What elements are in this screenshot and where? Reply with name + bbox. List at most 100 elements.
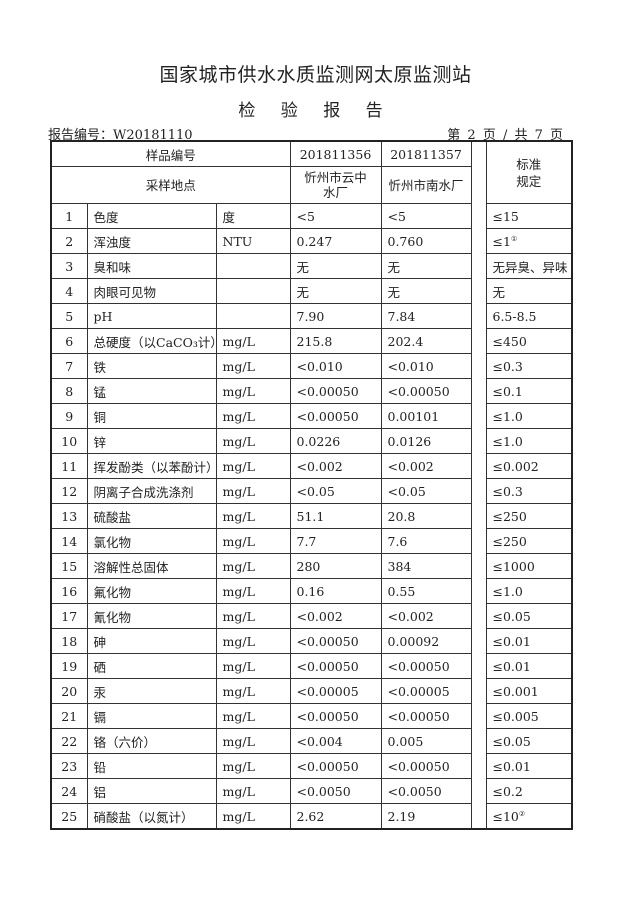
standard-value: ≤0.01 (485, 753, 573, 779)
sample-1-value: <0.05 (289, 478, 382, 504)
item-name: 硫酸盐 (86, 503, 217, 529)
unit: mg/L (215, 328, 291, 354)
standard-value: ≤250 (485, 528, 573, 554)
item-name: 汞 (86, 678, 217, 704)
unit (215, 278, 291, 304)
standard-value: ≤0.005 (485, 703, 573, 729)
item-name: 锰 (86, 378, 217, 404)
item-name: 浑浊度 (86, 228, 217, 254)
sample-2-value: 7.84 (380, 303, 472, 329)
sample-1-value: 无 (289, 253, 382, 279)
org-title: 国家城市供水水质监测网太原监测站 (159, 64, 472, 86)
item-name: 铬（六价） (86, 728, 217, 754)
item-name: 砷 (86, 628, 217, 654)
sample-id: 201811357 (380, 140, 472, 167)
sample-site-label: 采样地点 (50, 166, 291, 204)
row-number: 19 (50, 653, 88, 679)
row-number: 23 (50, 753, 88, 779)
standard-value: ≤0.01 (485, 653, 573, 679)
standard-value: ≤1000 (485, 553, 573, 579)
sample-1-value: <0.002 (289, 603, 382, 629)
sample-1-value: 7.90 (289, 303, 382, 329)
standard-value: ≤10② (485, 803, 573, 830)
sample-1-value: <5 (289, 203, 382, 229)
report-title: 检 验 报 告 (238, 101, 393, 121)
table-row: 1 色度度 <5 <5 ≤15 (50, 203, 573, 229)
unit: mg/L (215, 353, 291, 379)
row-number: 16 (50, 578, 88, 604)
sample-2-value: <0.00005 (380, 678, 472, 704)
table-row: 6 总硬度（以CaCO₃计） mg/L 215.8 202.4 ≤450 (50, 328, 573, 354)
table-row: 17 氰化物 mg/L <0.002 <0.002 ≤0.05 (50, 603, 573, 629)
sample-1-value: <0.004 (289, 728, 382, 754)
sample-1-value: <0.00050 (289, 653, 382, 679)
sample-1-value: <0.0050 (289, 778, 382, 804)
sample-1-value: 0.16 (289, 578, 382, 604)
standard-value: ≤0.01 (485, 628, 573, 654)
spacer-column (470, 141, 487, 829)
table-row: 20 汞 mg/L <0.00005 <0.00005 ≤0.001 (50, 678, 573, 704)
standard-text: ≤0.1 (492, 383, 523, 399)
standard-value: ≤1.0 (485, 428, 573, 454)
sample-2-value: <0.0050 (380, 778, 472, 804)
standard-value: ≤0.1 (485, 378, 573, 404)
item-name: 铅 (86, 753, 217, 779)
item-name: 挥发酚类（以苯酚计） (86, 453, 217, 479)
sample-2-value: <0.00050 (380, 703, 472, 729)
table-row: 13 硫酸盐 mg/L 51.1 20.8 ≤250 (50, 503, 573, 529)
row-number: 7 (50, 353, 88, 379)
unit: mg/L (215, 703, 291, 729)
item-name: 氰化物 (86, 603, 217, 629)
row-number: 8 (50, 378, 88, 404)
standard-value: ≤250 (485, 503, 573, 529)
row-number: 25 (50, 803, 88, 830)
standard-text: ≤1.0 (492, 408, 523, 424)
sample-2-value: <0.05 (380, 478, 472, 504)
row-number: 24 (50, 778, 88, 804)
unit (215, 253, 291, 279)
sample-1-value: <0.00050 (289, 753, 382, 779)
item-name: pH (86, 303, 217, 329)
standard-text: 无 (492, 284, 506, 300)
sample-2-value: 0.005 (380, 728, 472, 754)
table-row: 5 pH 7.90 7.84 6.5-8.5 (50, 303, 573, 329)
row-number: 4 (50, 278, 88, 304)
sample-2-value: 7.6 (380, 528, 472, 554)
row-number: 9 (50, 403, 88, 429)
sample-1-value: 2.62 (289, 803, 382, 830)
standard-text: 无异臭、异味 (492, 259, 568, 275)
sample-2-value: <5 (380, 203, 472, 229)
sample-2-value: 0.55 (380, 578, 472, 604)
item-name: 铜 (86, 403, 217, 429)
sample-2-value: 0.0126 (380, 428, 472, 454)
table-row: 12 阴离子合成洗涤剂 mg/L <0.05 <0.05 ≤0.3 (50, 478, 573, 504)
standard-text: ≤0.05 (492, 608, 531, 624)
sample-2-value: 0.760 (380, 228, 472, 254)
row-number: 1 (50, 203, 88, 229)
sample-2-value: <0.010 (380, 353, 472, 379)
standard-text: ≤0.2 (492, 783, 523, 799)
unit: mg/L (215, 753, 291, 779)
item-name: 肉眼可见物 (86, 278, 217, 304)
page-info: 第 2 页 / 共 7 页 (447, 128, 563, 143)
sample-id: 201811356 (289, 140, 382, 167)
sample-1-value: 0.0226 (289, 428, 382, 454)
sample-site: 忻州市南水厂 (380, 166, 472, 204)
standard-text: ≤1.0 (492, 583, 523, 599)
table-row: 11 挥发酚类（以苯酚计） mg/L <0.002 <0.002 ≤0.002 (50, 453, 573, 479)
table-row: 9 铜 mg/L <0.00050 0.00101 ≤1.0 (50, 403, 573, 429)
standard-text: ≤450 (492, 333, 527, 349)
unit: mg/L (215, 528, 291, 554)
report-number: 报告编号：W20181110 (48, 124, 193, 143)
footnote-marker: ① (510, 234, 518, 243)
item-name: 锌 (86, 428, 217, 454)
unit (215, 303, 291, 329)
sample-2-value: 20.8 (380, 503, 472, 529)
sample-1-value: 无 (289, 278, 382, 304)
sample-1-value: <0.00005 (289, 678, 382, 704)
unit: mg/L (215, 403, 291, 429)
standard-value: ≤1① (485, 228, 573, 254)
table-row: 19 硒 mg/L <0.00050 <0.00050 ≤0.01 (50, 653, 573, 679)
table-row: 15 溶解性总固体 mg/L 280 384 ≤1000 (50, 553, 573, 579)
sample-2-value: 无 (380, 253, 472, 279)
